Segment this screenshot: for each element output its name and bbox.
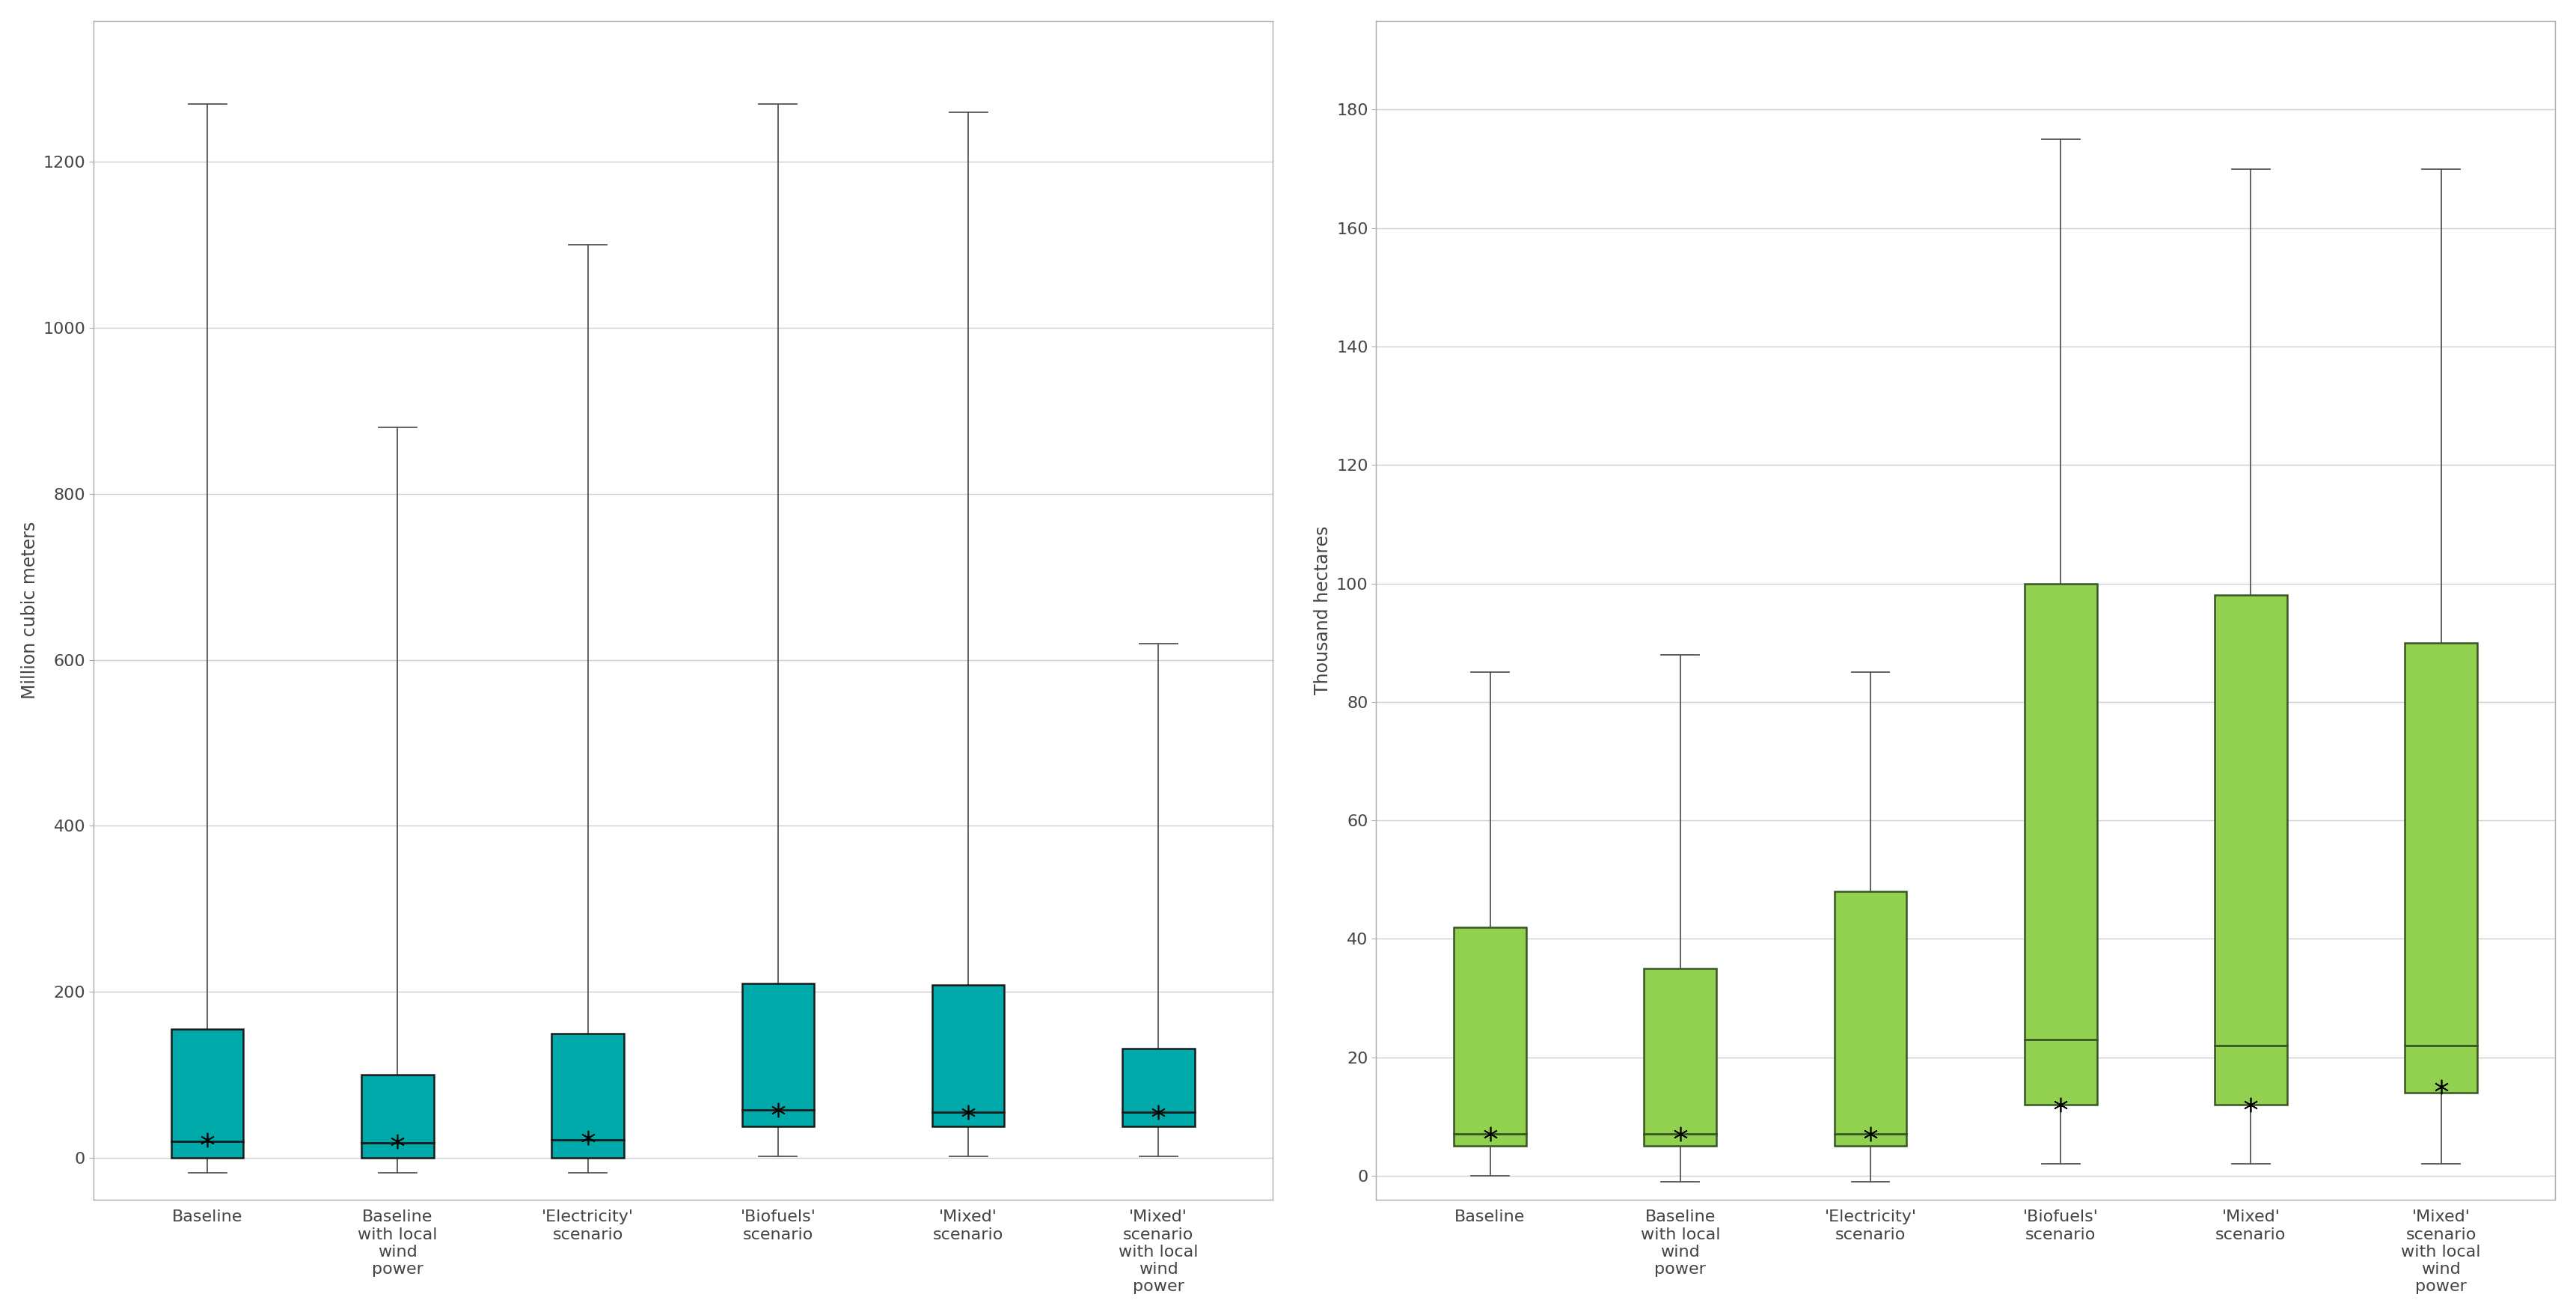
Bar [361,1074,433,1159]
Bar [2025,584,2097,1105]
Bar [2215,596,2287,1105]
Bar [551,1034,623,1159]
Bar [1123,1048,1195,1127]
Bar [170,1030,245,1159]
Y-axis label: Thousand hectares: Thousand hectares [1314,526,1332,694]
Bar [933,985,1005,1127]
Bar [1453,927,1525,1147]
Y-axis label: Million cubic meters: Million cubic meters [21,521,39,698]
Bar [1643,968,1716,1147]
Bar [1834,892,1906,1147]
Bar [742,984,814,1127]
Bar [2406,643,2478,1093]
